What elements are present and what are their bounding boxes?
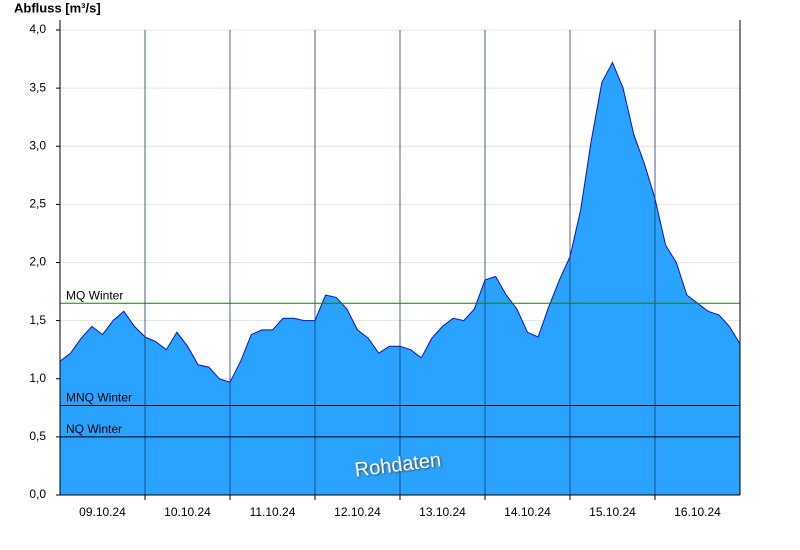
x-tick-label: 13.10.24 bbox=[419, 505, 466, 519]
reference-label: NQ Winter bbox=[66, 422, 122, 436]
y-tick-label: 0,0 bbox=[29, 487, 46, 501]
y-tick-label: 2,0 bbox=[29, 255, 46, 269]
y-tick-label: 1,0 bbox=[29, 371, 46, 385]
chart-title: Abfluss [m³/s] bbox=[14, 0, 101, 15]
y-tick-label: 3,5 bbox=[29, 80, 46, 94]
y-tick-label: 2,5 bbox=[29, 197, 46, 211]
y-tick-label: 3,0 bbox=[29, 138, 46, 152]
x-tick-label: 16.10.24 bbox=[674, 505, 721, 519]
x-tick-label: 12.10.24 bbox=[334, 505, 381, 519]
reference-label: MNQ Winter bbox=[66, 391, 132, 405]
x-tick-label: 11.10.24 bbox=[250, 505, 296, 519]
y-tick-label: 0,5 bbox=[29, 429, 46, 443]
y-tick-label: 1,5 bbox=[29, 313, 46, 327]
reference-label: MQ Winter bbox=[66, 288, 123, 302]
x-tick-label: 15.10.24 bbox=[589, 505, 636, 519]
x-tick-label: 10.10.24 bbox=[164, 505, 211, 519]
y-tick-label: 4,0 bbox=[29, 22, 46, 36]
x-tick-label: 14.10.24 bbox=[504, 505, 551, 519]
x-tick-label: 09.10.24 bbox=[79, 505, 126, 519]
